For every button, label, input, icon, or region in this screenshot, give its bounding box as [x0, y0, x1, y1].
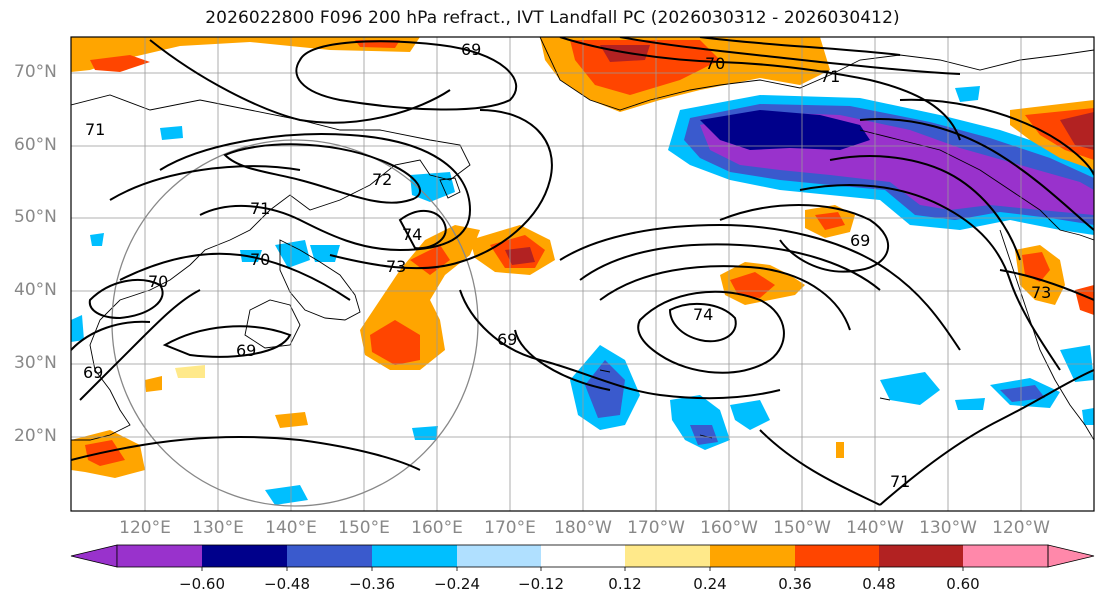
lon-label-160w: 160°W — [700, 518, 758, 538]
lat-label-60n: 60°N — [14, 135, 57, 155]
colorbar-tick: −0.12 — [518, 575, 564, 593]
contour-label-71c: 71 — [890, 472, 910, 491]
map-frame — [70, 36, 1095, 512]
lon-label-150w: 150°W — [773, 518, 831, 538]
lon-label-130w: 130°W — [919, 518, 977, 538]
lon-label-120e: 120°E — [119, 518, 171, 538]
contour-label-74a: 74 — [402, 225, 422, 244]
lon-label-170w: 170°W — [627, 518, 685, 538]
contour-label-70b: 70 — [148, 272, 168, 291]
contour-label-74b: 74 — [693, 305, 713, 324]
colorbar-tick: 0.24 — [693, 575, 727, 593]
graticule — [71, 37, 1094, 511]
colorbar-extend-high — [1047, 544, 1095, 568]
contour-label-70c: 70 — [250, 250, 270, 269]
colorbar — [70, 544, 1095, 571]
contour-label-73b: 73 — [1031, 283, 1051, 302]
contour-label-71a: 71 — [820, 67, 840, 86]
lon-label-180w: 180°W — [554, 518, 612, 538]
contour-label-69d: 69 — [497, 330, 517, 349]
colorbar-tick: 0.60 — [946, 575, 980, 593]
map-title: 2026022800 F096 200 hPa refract., IVT La… — [205, 8, 900, 28]
lon-label-140w: 140°W — [846, 518, 904, 538]
refractivity-contours — [71, 37, 1094, 506]
lat-label-40n: 40°N — [14, 280, 57, 300]
lat-label-20n: 20°N — [14, 426, 57, 446]
contour-label-72: 72 — [372, 170, 392, 189]
lon-label-150e: 150°E — [338, 518, 390, 538]
lat-label-50n: 50°N — [14, 207, 57, 227]
contour-label-69c: 69 — [850, 231, 870, 250]
colorbar-tick: 0.12 — [608, 575, 642, 593]
lat-label-30n: 30°N — [14, 353, 57, 373]
colorbar-tick: −0.24 — [434, 575, 480, 593]
contour-label-73a: 73 — [386, 257, 406, 276]
colorbar-extend-low — [70, 544, 118, 568]
lon-label-160e: 160°E — [411, 518, 463, 538]
colorbar-tick: 0.48 — [862, 575, 896, 593]
contour-label-71b: 71 — [250, 199, 270, 218]
lon-label-120w: 120°W — [992, 518, 1050, 538]
landfall-circle — [111, 139, 479, 507]
contour-label-70a: 70 — [705, 54, 725, 73]
contour-label-71d: 71 — [85, 120, 105, 139]
colorbar-tick: 0.36 — [778, 575, 812, 593]
contour-label-69a: 69 — [461, 40, 481, 59]
contour-label-group: 69 70 71 72 73 74 74 73 69 70 69 69 70 7… — [83, 40, 1051, 491]
colorbar-tick: −0.48 — [264, 575, 310, 593]
lat-label-70n: 70°N — [14, 62, 57, 82]
lon-label-170e: 170°E — [484, 518, 536, 538]
lon-label-140e: 140°E — [265, 518, 317, 538]
colorbar-tick: −0.60 — [179, 575, 225, 593]
contour-label-69b: 69 — [236, 341, 256, 360]
lon-label-130e: 130°E — [192, 518, 244, 538]
anomaly-shading — [71, 37, 1094, 505]
coastlines — [71, 37, 1094, 441]
colorbar-tick: −0.36 — [349, 575, 395, 593]
contour-label-69e: 69 — [83, 363, 103, 382]
